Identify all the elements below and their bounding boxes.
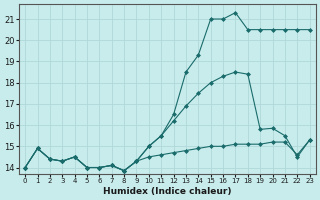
X-axis label: Humidex (Indice chaleur): Humidex (Indice chaleur) (103, 187, 232, 196)
